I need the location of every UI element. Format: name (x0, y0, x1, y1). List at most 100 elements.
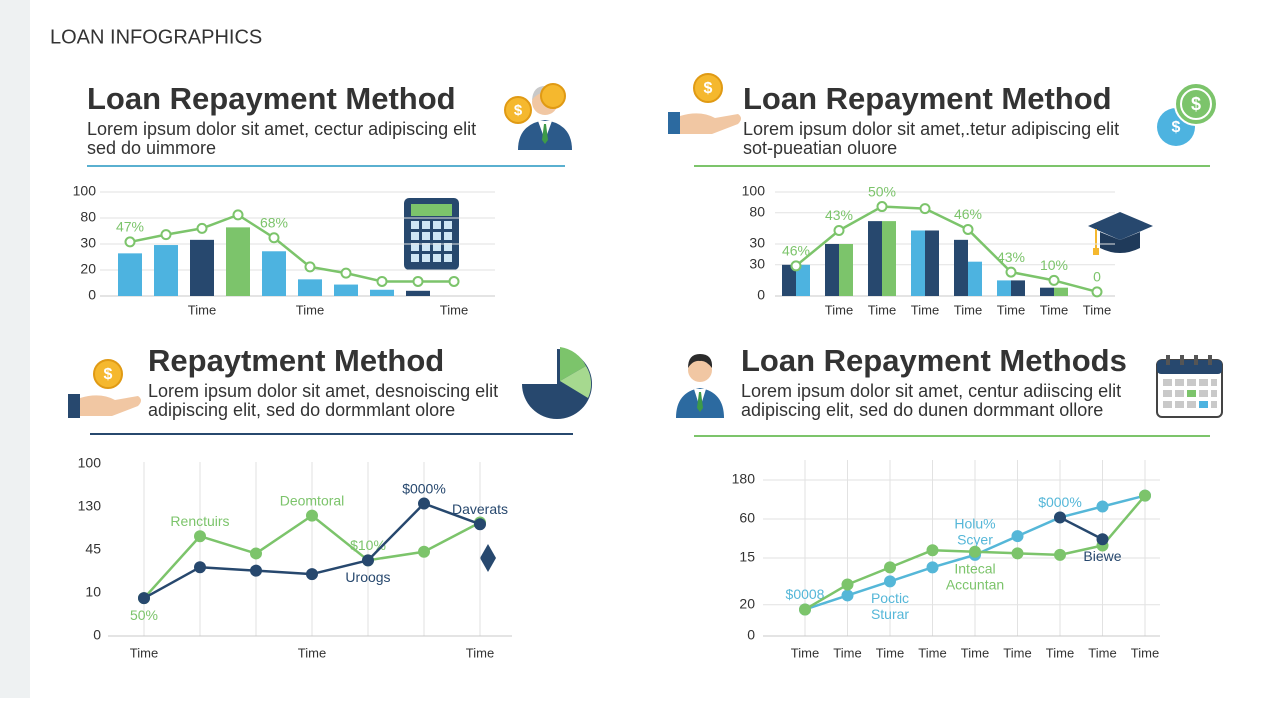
y-tick-label: 20 (739, 596, 755, 612)
coin-icon: $ $ (1157, 82, 1218, 146)
panel-subtitle: adipiscing elit, sed do dunen dormmant o… (741, 400, 1103, 420)
bar (118, 253, 142, 296)
point (1005, 266, 1017, 278)
x-tick-label: Time (188, 302, 216, 317)
coin-symbol: $ (704, 80, 713, 97)
chart: 0 10 45 130 100 Time Time Time 50% Renctuirs Deomt… (78, 455, 512, 660)
point (876, 201, 888, 213)
x-tick-label: Time (1040, 302, 1068, 317)
y-tick-label: 130 (78, 498, 102, 514)
point (194, 530, 206, 543)
x-tick-label: Time (961, 645, 989, 660)
point (124, 236, 136, 248)
line (129, 213, 454, 283)
point (1054, 511, 1066, 524)
panel-subtitle: sed do uimmore (87, 138, 216, 158)
bar (370, 289, 394, 296)
panel-subtitle: adipiscing elit, sed do dormmlant olore (148, 400, 455, 420)
x-tick-label: Time (1003, 645, 1031, 660)
coin-symbol: $ (104, 366, 113, 383)
bar (968, 261, 982, 296)
y-tick-label: 80 (749, 204, 765, 220)
point (841, 589, 854, 602)
y-tick-label: 0 (757, 287, 765, 303)
point (962, 223, 974, 235)
calculator-icon (404, 198, 459, 270)
graduation-cap-icon (1088, 212, 1153, 255)
side-strip (0, 0, 30, 698)
point-label: Scyer (957, 532, 993, 548)
point (418, 545, 430, 558)
bar (839, 244, 853, 296)
coin-symbol: $ (1191, 94, 1201, 114)
y-tick-label: 80 (80, 209, 96, 225)
point (268, 232, 280, 244)
panel-subtitle: sot-pueatian oluore (743, 138, 897, 158)
point-label: Sturar (871, 606, 909, 622)
bar (782, 264, 796, 296)
panel-title: Repaytment Method (148, 343, 444, 378)
point-label: $10% (350, 537, 386, 553)
point (196, 222, 208, 234)
point (138, 592, 150, 605)
bar (911, 230, 925, 296)
y-tick-label: 0 (93, 627, 101, 643)
chart: 0 20 15 60 180 Time Time Time Time Time Time Time Ti… (732, 460, 1160, 660)
point (884, 575, 896, 588)
x-tick-label: Time (1088, 645, 1116, 660)
point (250, 564, 262, 577)
point-label: Renctuirs (170, 513, 229, 529)
point (304, 261, 316, 273)
point (926, 561, 939, 574)
point (418, 497, 430, 510)
point-label: $000% (1038, 494, 1082, 510)
point-label: 50% (130, 607, 158, 623)
x-tick-label: Time (876, 645, 904, 660)
bar (262, 251, 286, 296)
y-tick-label: 30 (749, 235, 765, 251)
y-tick-label: 10 (85, 584, 101, 600)
point (884, 561, 896, 574)
point-label: Uroogs (345, 569, 390, 585)
calendar-icon (1156, 355, 1223, 418)
point (1139, 489, 1151, 502)
point (969, 545, 981, 558)
point-label: Daverats (452, 501, 508, 517)
point-label: 43% (997, 249, 1025, 265)
bar (334, 284, 358, 296)
coin-symbol: $ (1172, 119, 1181, 136)
point (833, 224, 845, 236)
point-label: Biewe (1083, 548, 1121, 564)
point (919, 203, 931, 215)
bar (925, 230, 939, 296)
y-tick-label: 100 (78, 455, 102, 471)
bar (1054, 287, 1068, 296)
bar (796, 264, 810, 296)
y-tick-label: 30 (80, 235, 96, 251)
bar (868, 221, 882, 296)
y-tick-label: 180 (732, 471, 756, 487)
x-tick-label: Time (911, 302, 939, 317)
point (841, 578, 854, 591)
coin-icon: $ (504, 83, 566, 124)
point (250, 547, 262, 560)
chart: 0 20 30 80 100 Time Time Time 47% 68% (73, 183, 495, 317)
diamond-icon (480, 544, 496, 572)
point-label: 68% (260, 214, 288, 230)
panel-title: Loan Repayment Method (87, 81, 456, 116)
x-tick-label: Time (918, 645, 946, 660)
person-icon (676, 354, 724, 418)
y-tick-label: 20 (80, 261, 96, 277)
y-tick-label: 15 (739, 549, 755, 565)
bar (1011, 280, 1025, 296)
y-tick-label: 30 (749, 256, 765, 272)
panel-subtitle: Lorem ipsum dolor sit amet, desnoiscing … (148, 381, 498, 401)
bar (190, 239, 214, 296)
point-label: Holu% (954, 516, 995, 532)
y-tick-label: 0 (88, 287, 96, 303)
point-label: Poctic (871, 590, 909, 606)
point-label: 46% (782, 243, 810, 259)
point (194, 561, 206, 574)
bar (954, 239, 968, 296)
